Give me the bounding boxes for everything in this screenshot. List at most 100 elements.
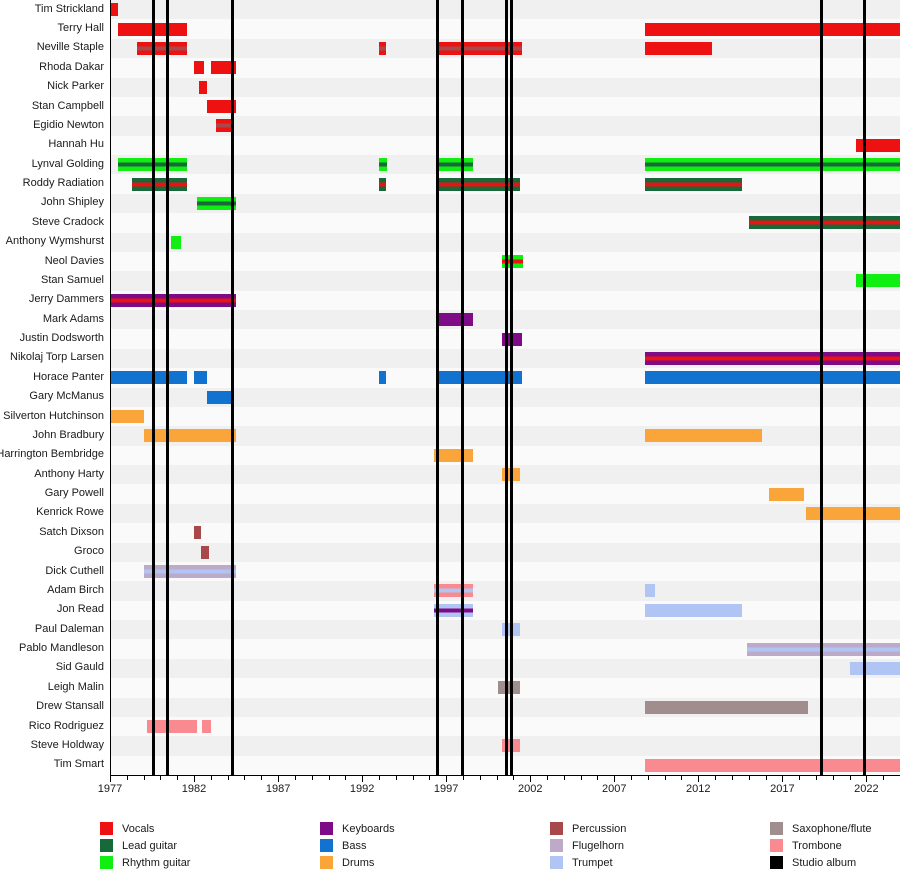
x-tick-major xyxy=(362,775,364,782)
member-label: John Shipley xyxy=(41,196,104,209)
x-tick-minor xyxy=(378,775,380,780)
member-label: Sid Gauld xyxy=(55,661,104,674)
x-tick-major xyxy=(446,775,448,782)
tenure-bar xyxy=(644,584,655,598)
tenure-bar xyxy=(644,158,900,172)
row-band xyxy=(110,290,900,310)
member-label: Egidio Newton xyxy=(33,118,104,131)
member-label: Hannah Hu xyxy=(48,138,104,151)
row-band xyxy=(110,542,900,562)
tenure-bar xyxy=(644,603,742,617)
x-tick-minor xyxy=(395,775,397,780)
row-band xyxy=(110,445,900,465)
tenure-bar xyxy=(437,41,522,55)
tenure-bar xyxy=(200,545,210,559)
x-tick-minor xyxy=(126,775,128,780)
member-label: Neville Staple xyxy=(36,41,104,54)
tenure-bar xyxy=(143,429,237,443)
legend-label: Percussion xyxy=(572,822,627,835)
x-tick-minor xyxy=(799,775,801,780)
tenure-bar xyxy=(644,429,763,443)
x-tick-minor xyxy=(597,775,599,780)
x-tick-major xyxy=(698,775,700,782)
x-tick-major xyxy=(530,775,532,782)
member-label: Rico Rodriguez xyxy=(28,719,104,732)
member-label: Drew Stansall xyxy=(36,700,104,713)
row-band xyxy=(110,310,900,330)
x-tick-minor xyxy=(412,775,414,780)
x-tick-label: 2012 xyxy=(686,783,711,795)
row-band xyxy=(110,639,900,659)
legend-swatch-trombone-icon xyxy=(770,839,783,852)
member-label: Rhoda Dakar xyxy=(39,60,104,73)
member-label: Anthony Harty xyxy=(34,467,104,480)
tenure-bar xyxy=(194,371,208,385)
member-label: John Bradbury xyxy=(32,428,104,441)
legend-item: Trumpet xyxy=(550,854,613,871)
legend-swatch-saxophone-flute-icon xyxy=(770,822,783,835)
tenure-bar xyxy=(437,158,474,172)
tenure-bar xyxy=(644,177,742,191)
x-tick-minor xyxy=(664,775,666,780)
legend-label: Bass xyxy=(342,839,367,852)
row-band xyxy=(110,135,900,155)
legend-item: Drums xyxy=(320,854,374,871)
legend-swatch-rhythm-guitar-icon xyxy=(100,856,113,869)
x-tick-major xyxy=(194,775,196,782)
legend-label: Vocals xyxy=(122,822,155,835)
legend-label: Flugelhorn xyxy=(572,839,624,852)
x-axis: 1977 1982 1987 1992 1997 2002 2007 2012 2017 2022 xyxy=(98,775,900,805)
tenure-bar xyxy=(143,565,237,579)
x-tick-minor xyxy=(143,775,145,780)
x-tick-minor xyxy=(177,775,179,780)
row-band xyxy=(110,406,900,427)
member-label: Kenrick Rowe xyxy=(36,506,104,519)
x-tick-minor xyxy=(227,775,229,780)
member-label: Neol Davies xyxy=(44,254,104,267)
tenure-bar xyxy=(170,235,181,249)
member-label: Stan Samuel xyxy=(41,273,104,286)
tenure-bar xyxy=(849,661,900,675)
member-label: Paul Daleman xyxy=(34,622,104,635)
row-band xyxy=(110,0,900,20)
legend-swatch-percussion-icon xyxy=(550,822,563,835)
member-label: Jon Read xyxy=(56,603,104,616)
legend-swatch-studio-album-icon xyxy=(770,856,783,869)
tenure-bar xyxy=(199,80,208,94)
member-label: Pablo Mandleson xyxy=(18,642,104,655)
studio-album-line xyxy=(819,0,823,775)
x-tick-minor xyxy=(832,775,834,780)
tenure-bar xyxy=(207,390,232,404)
row-band xyxy=(110,77,900,97)
x-tick-minor xyxy=(328,775,330,780)
legend-label: Rhythm guitar xyxy=(122,856,191,869)
legend-swatch-trumpet-icon xyxy=(550,856,563,869)
x-tick-major xyxy=(614,775,616,782)
legend-swatch-flugelhorn-icon xyxy=(550,839,563,852)
legend-label: Trumpet xyxy=(572,856,613,869)
member-label: Roddy Radiation xyxy=(22,177,104,190)
studio-album-line xyxy=(436,0,440,775)
x-tick-minor xyxy=(647,775,649,780)
x-tick-minor xyxy=(479,775,481,780)
x-tick-label: 1977 xyxy=(97,783,123,795)
x-tick-label: 2017 xyxy=(770,783,795,795)
member-label: Stan Campbell xyxy=(31,99,104,112)
studio-album-line xyxy=(231,0,235,775)
x-tick-minor xyxy=(815,775,817,780)
x-tick-major xyxy=(110,775,111,782)
legend-item: Vocals xyxy=(100,820,154,837)
legend-swatch-keyboards-icon xyxy=(320,822,333,835)
row-band xyxy=(110,561,900,582)
row-band xyxy=(110,96,900,117)
legend-item: Flugelhorn xyxy=(550,837,624,854)
x-tick-minor xyxy=(210,775,212,780)
tenure-bar xyxy=(146,720,198,734)
row-band xyxy=(110,213,900,233)
member-label: Steve Holdway xyxy=(30,738,104,751)
tenure-bar xyxy=(215,119,232,133)
legend-label: Drums xyxy=(342,856,375,869)
studio-album-line xyxy=(505,0,509,775)
tenure-bar xyxy=(768,487,805,501)
member-label: Adam Birch xyxy=(47,583,104,596)
